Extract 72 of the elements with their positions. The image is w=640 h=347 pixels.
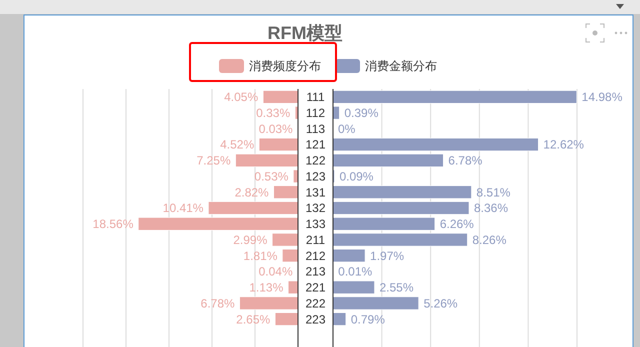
y-tick-label: 121	[305, 138, 326, 152]
y-tick-label: 122	[305, 154, 326, 168]
data-label: 10.41%	[162, 201, 204, 216]
bar	[293, 170, 298, 183]
data-label: 0.53%	[254, 169, 289, 184]
data-label: 6.78%	[448, 154, 483, 168]
bar	[332, 280, 375, 294]
data-label: 2.99%	[233, 232, 268, 247]
bar	[282, 249, 298, 262]
data-label: 0.09%	[339, 169, 374, 184]
bar	[235, 154, 298, 167]
y-tick-label: 133	[305, 217, 326, 232]
y-tick-label: 223	[305, 312, 326, 326]
bar	[332, 186, 472, 199]
bar	[332, 90, 577, 104]
data-label: 8.51%	[476, 185, 511, 200]
data-label: 6.26%	[440, 217, 474, 232]
data-label: 14.98%	[582, 90, 623, 104]
y-tick-label: 222	[305, 296, 326, 310]
data-label: 0.04%	[258, 264, 293, 279]
data-label: 0.39%	[344, 106, 379, 120]
y-tick-label: 211	[306, 232, 326, 247]
y-tick-label: 212	[305, 248, 326, 263]
bar	[274, 186, 298, 199]
bar	[332, 138, 539, 152]
y-tick-label: 221	[305, 280, 326, 295]
y-tick-label: 213	[305, 264, 326, 279]
bar	[332, 106, 340, 120]
y-tick-label: 113	[306, 122, 326, 136]
bar	[332, 154, 444, 167]
y-tick-label: 131	[305, 185, 326, 200]
legend-label: 消费频度分布	[249, 59, 321, 74]
data-label: 1.13%	[249, 280, 284, 295]
bar	[332, 201, 470, 215]
y-tick-label: 123	[305, 169, 326, 184]
data-label: 6.78%	[200, 296, 236, 310]
bar	[274, 312, 298, 326]
data-label: 2.65%	[236, 312, 271, 326]
data-label: 8.26%	[472, 232, 507, 247]
bar	[258, 138, 298, 152]
y-tick-label: 112	[306, 106, 326, 120]
data-label: 2.82%	[234, 185, 270, 200]
data-label: 1.97%	[370, 248, 404, 263]
bar	[138, 217, 298, 230]
chart-title: RFM模型	[268, 23, 342, 43]
data-label: 0.79%	[350, 312, 386, 326]
bar	[332, 312, 346, 326]
data-label: 0%	[338, 122, 356, 136]
data-label: 7.25%	[196, 154, 231, 168]
data-label: 1.81%	[243, 248, 278, 263]
bar	[332, 249, 366, 262]
data-label: 0.03%	[258, 122, 294, 136]
bar	[332, 217, 436, 230]
y-tick-label: 132	[305, 201, 326, 216]
bar	[332, 296, 419, 310]
data-label: 8.36%	[474, 201, 508, 216]
data-label: 5.26%	[424, 296, 458, 310]
data-label: 0.33%	[256, 106, 290, 120]
bar	[272, 233, 298, 246]
data-label: 4.05%	[224, 90, 258, 104]
bar	[262, 90, 298, 104]
y-tick-label: 111	[306, 90, 325, 104]
bar	[288, 280, 298, 294]
data-label: 18.56%	[92, 217, 134, 232]
data-label: 0.01%	[338, 264, 373, 279]
data-label: 12.62%	[543, 138, 584, 152]
data-label: 2.55%	[379, 280, 414, 295]
bar	[208, 201, 298, 215]
bar	[239, 296, 298, 310]
data-label: 4.52%	[220, 138, 254, 152]
bar	[332, 233, 468, 246]
legend-label: 消费金额分布	[365, 59, 437, 74]
